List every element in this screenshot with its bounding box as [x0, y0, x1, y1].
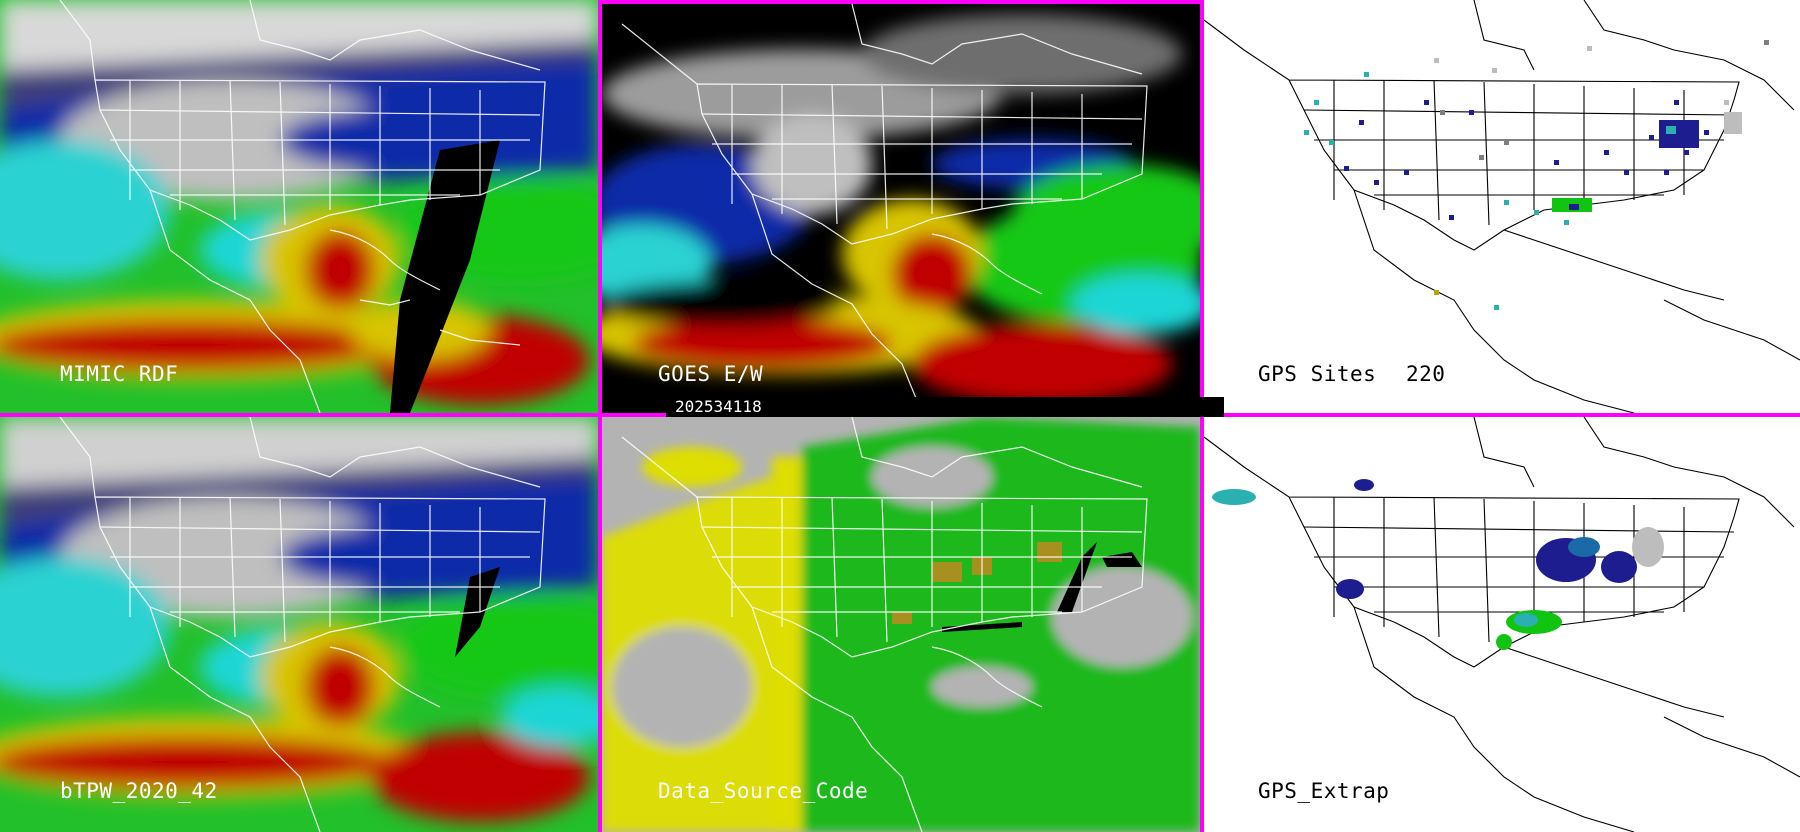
- panel-btpw: bTPW_2020_42: [0, 417, 598, 832]
- gps-site-markers: [1304, 40, 1769, 310]
- gps-sites-label: GPS Sites: [1258, 362, 1377, 386]
- timestamp-text: 202534118: [675, 397, 762, 416]
- btpw-label: bTPW_2020_42: [60, 779, 218, 803]
- goes-panel-top-border: [602, 0, 1200, 4]
- btpw-map: [0, 417, 598, 832]
- panel-gps-sites: GPS Sites 220: [1204, 0, 1800, 413]
- panel-gps-extrap: GPS_Extrap: [1204, 417, 1800, 832]
- gps-sites-count: 220: [1406, 362, 1446, 386]
- data-source-code-map: [602, 417, 1200, 832]
- vertical-divider-left: [598, 0, 602, 832]
- mimic-rdf-map: [0, 0, 598, 413]
- panel-goes-ew: GOES E/W: [602, 4, 1200, 413]
- gps-extrap-label: GPS_Extrap: [1258, 779, 1390, 803]
- gps-sites-map: [1204, 0, 1800, 413]
- data-source-code-label: Data_Source_Code: [658, 779, 869, 803]
- gps-extrap-regions: [1212, 479, 1664, 650]
- goes-ew-map: [602, 4, 1200, 413]
- panel-mimic-rdf: MIMIC RDF: [0, 0, 598, 413]
- panel-data-source-code: Data_Source_Code: [602, 417, 1200, 832]
- goes-ew-label: GOES E/W: [658, 362, 764, 386]
- gps-extrap-map: [1204, 417, 1800, 832]
- mimic-rdf-label: MIMIC RDF: [60, 362, 179, 386]
- timestamp-bar: 202534118: [666, 397, 1224, 417]
